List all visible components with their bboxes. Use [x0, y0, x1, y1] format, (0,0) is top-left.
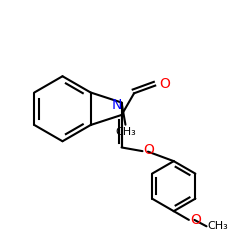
Text: N: N: [111, 98, 122, 112]
Text: CH₃: CH₃: [115, 127, 136, 137]
Text: O: O: [159, 76, 170, 90]
Text: O: O: [190, 213, 201, 227]
Text: CH₃: CH₃: [208, 221, 229, 231]
Text: O: O: [144, 143, 154, 157]
